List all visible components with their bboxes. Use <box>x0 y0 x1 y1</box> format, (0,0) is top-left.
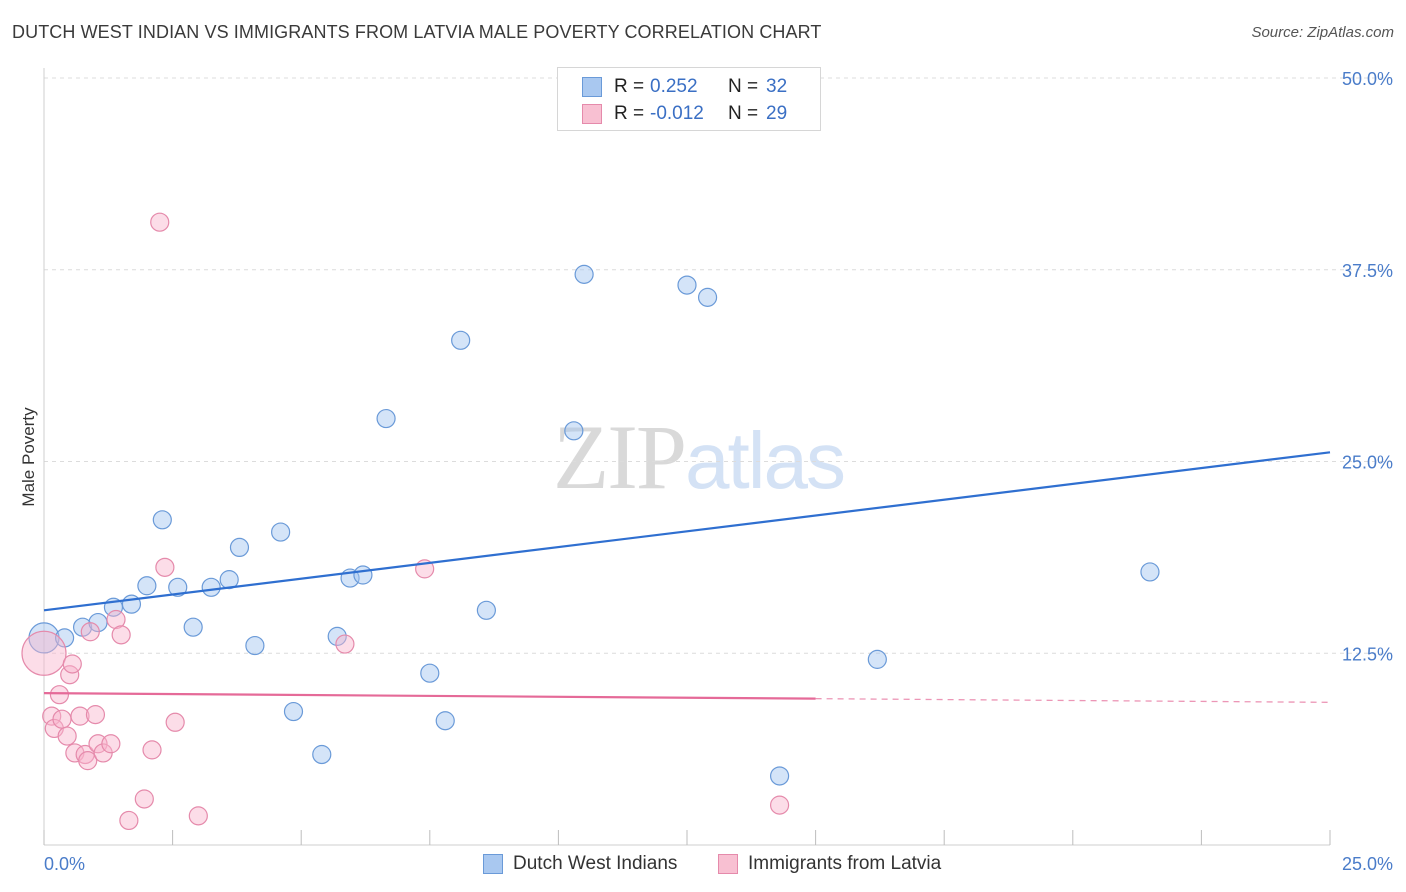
point-immigrants-latvia <box>188 806 208 826</box>
point-immigrants-latvia <box>106 609 126 630</box>
point-immigrants-latvia <box>49 685 70 705</box>
point-immigrants-latvia <box>70 706 90 726</box>
point-immigrants-latvia <box>21 630 67 676</box>
watermark-atlas: atlas <box>685 416 846 505</box>
watermark-zip: ZIP <box>553 406 687 508</box>
legend-swatch-blue <box>582 77 602 97</box>
point-dutch-west-indians <box>564 421 584 441</box>
trendline-pink <box>43 692 816 700</box>
trendline-blue <box>43 451 1331 612</box>
point-dutch-west-indians <box>353 565 373 585</box>
legend-n-label: N = <box>728 76 759 97</box>
point-dutch-west-indians <box>201 577 221 597</box>
point-immigrants-latvia <box>134 789 154 809</box>
point-dutch-west-indians <box>574 264 594 284</box>
point-dutch-west-indians <box>376 408 396 429</box>
legend-row-dutch-west-indians: R = 0.252 N = 32 <box>582 75 787 99</box>
y-tick-label: 25.0% <box>1342 453 1393 473</box>
x-tick-label: 0.0% <box>44 854 85 874</box>
trendline-pink-extension <box>815 698 1331 703</box>
point-dutch-west-indians <box>271 522 291 542</box>
point-immigrants-latvia <box>80 622 100 642</box>
series-name: Dutch West Indians <box>513 853 678 874</box>
point-immigrants-latvia <box>119 810 139 831</box>
point-dutch-west-indians <box>183 617 203 637</box>
zipatlas-watermark: ZIPatlas <box>553 404 846 510</box>
point-dutch-west-indians <box>229 537 250 558</box>
point-dutch-west-indians <box>769 766 790 786</box>
point-dutch-west-indians <box>420 663 440 683</box>
point-dutch-west-indians <box>1140 562 1160 582</box>
point-immigrants-latvia <box>165 712 185 732</box>
point-immigrants-latvia <box>150 212 170 232</box>
series-swatch-pink <box>718 854 738 874</box>
point-immigrants-latvia <box>62 654 82 674</box>
point-immigrants-latvia <box>57 726 77 746</box>
point-dutch-west-indians <box>137 576 157 596</box>
point-immigrants-latvia <box>111 625 131 645</box>
point-dutch-west-indians <box>867 649 887 669</box>
point-dutch-west-indians <box>152 510 172 530</box>
source-credit: Source: ZipAtlas.com <box>1251 24 1394 41</box>
point-immigrants-latvia <box>769 795 790 815</box>
y-tick-label: 50.0% <box>1342 69 1393 89</box>
legend-n-value: 32 <box>766 76 788 97</box>
y-tick-label: 37.5% <box>1342 261 1393 281</box>
correlation-legend: R = 0.252 N = 32 R = -0.012 N = 29 <box>557 67 821 131</box>
point-dutch-west-indians <box>245 635 265 656</box>
point-immigrants-latvia <box>78 751 98 771</box>
point-immigrants-latvia <box>85 705 106 725</box>
point-dutch-west-indians <box>435 711 455 731</box>
point-dutch-west-indians <box>168 577 188 597</box>
point-dutch-west-indians <box>327 626 347 646</box>
series-name: Immigrants from Latvia <box>748 853 942 874</box>
point-dutch-west-indians <box>476 600 496 620</box>
point-immigrants-latvia <box>155 557 175 577</box>
point-immigrants-latvia <box>142 740 162 760</box>
point-dutch-west-indians <box>697 287 718 307</box>
legend-swatch-pink <box>582 104 602 124</box>
legend-r-label: R = <box>614 76 645 97</box>
legend-r-value: 0.252 <box>650 76 698 97</box>
legend-row-immigrants-latvia: R = -0.012 N = 29 <box>582 102 787 126</box>
y-axis-label: Male Poverty <box>19 407 38 507</box>
series-legend-dutch-west-indians: Dutch West Indians <box>483 851 677 877</box>
point-immigrants-latvia <box>101 734 121 754</box>
point-immigrants-latvia <box>335 634 355 654</box>
series-swatch-blue <box>483 854 503 874</box>
point-dutch-west-indians <box>312 744 332 765</box>
point-dutch-west-indians <box>451 330 471 350</box>
point-dutch-west-indians <box>677 275 697 295</box>
legend-n-label: N = <box>728 103 759 124</box>
series-legend-immigrants-latvia: Immigrants from Latvia <box>718 851 941 877</box>
y-tick-label: 12.5% <box>1342 644 1393 664</box>
legend-r-value: -0.012 <box>650 103 704 124</box>
chart-title: DUTCH WEST INDIAN VS IMMIGRANTS FROM LAT… <box>12 22 822 42</box>
legend-n-value: 29 <box>766 103 788 124</box>
point-immigrants-latvia <box>52 709 72 729</box>
point-dutch-west-indians <box>283 701 304 722</box>
legend-r-label: R = <box>614 103 645 124</box>
x-tick-label: 25.0% <box>1342 854 1393 874</box>
